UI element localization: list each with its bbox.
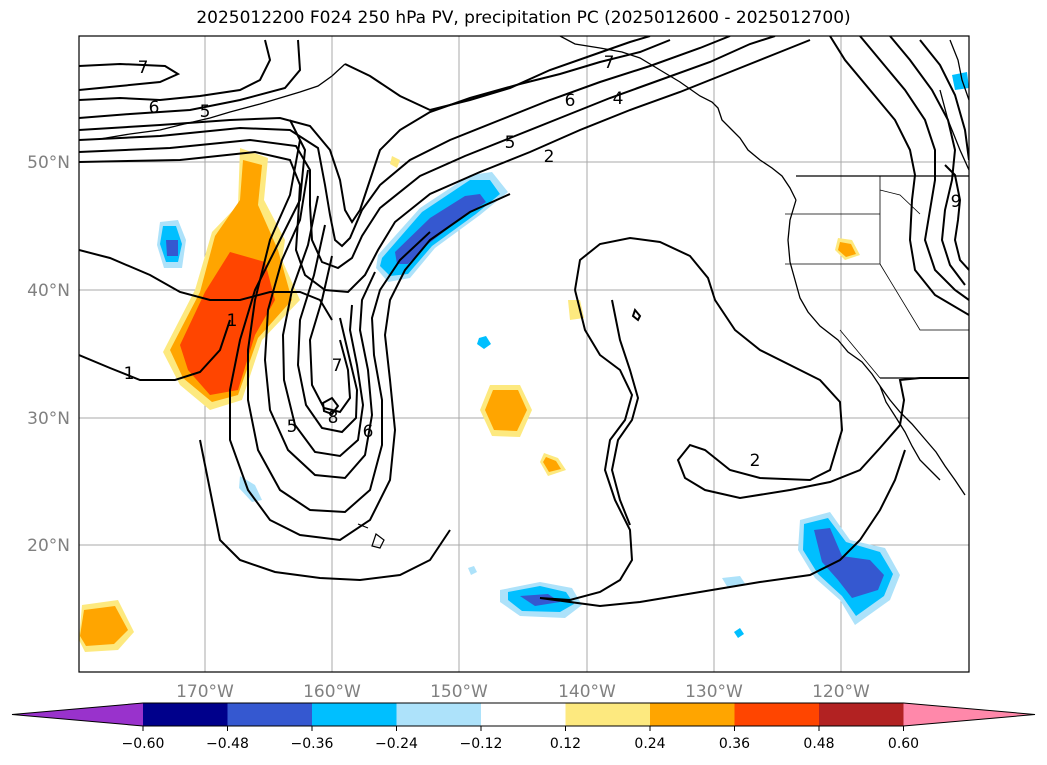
contour-label: 1 xyxy=(124,364,135,384)
contour-label: 6 xyxy=(363,422,374,442)
baja xyxy=(879,385,941,481)
colorbar-extend-max xyxy=(903,703,1035,726)
lat-label: 40°N xyxy=(27,281,70,301)
contour-label: 2 xyxy=(750,451,761,471)
contour-label: 5 xyxy=(200,102,211,122)
colorbar-extend-min xyxy=(12,703,143,726)
lon-label: 130°W xyxy=(685,682,743,702)
lon-label: 160°W xyxy=(303,682,361,702)
lon-label: 140°W xyxy=(558,682,616,702)
precip-blob-warm-small2 xyxy=(568,300,584,320)
contour-label: 9 xyxy=(951,192,962,212)
contour-label: 7 xyxy=(138,58,149,78)
pv-contours xyxy=(79,36,969,608)
positive-precip-anomaly xyxy=(79,148,860,652)
colorbar-tick-label: 0.24 xyxy=(634,736,665,752)
plot-area: 7 6 5 7 6 4 5 2 1 1 7 8 5 6 2 9 xyxy=(79,36,969,672)
contour-label: 2 xyxy=(544,147,555,167)
colorbar-tick-label: −0.60 xyxy=(122,736,165,752)
colorbar-tick-label: −0.36 xyxy=(291,736,334,752)
lat-label: 30°N xyxy=(27,409,70,429)
colorbar-tick-label: −0.12 xyxy=(460,736,503,752)
colorbar-tick-label: 0.48 xyxy=(803,736,834,752)
plot-frame xyxy=(78,35,970,673)
contour-7-north xyxy=(79,62,181,91)
contour-5-north xyxy=(79,39,302,119)
lon-label: 150°W xyxy=(430,682,488,702)
contour-5-trough xyxy=(281,195,365,458)
state-lines xyxy=(785,176,969,379)
colorbar-segment xyxy=(481,703,566,726)
colorbar: −0.60 −0.48 −0.36 −0.24 −0.12 0.12 0.24 0.36 0.4… xyxy=(11,702,1036,752)
contour-labels: 7 6 5 7 6 4 5 2 1 1 7 8 5 6 2 9 xyxy=(124,53,962,471)
contour-label: 7 xyxy=(604,53,615,73)
contour-2-central xyxy=(574,236,969,500)
colorbar-tick-label: −0.48 xyxy=(206,736,249,752)
contour-label: 1 xyxy=(227,311,238,331)
contour-label: 6 xyxy=(149,98,160,118)
contour-1-west xyxy=(79,249,333,321)
colorbar-segment xyxy=(143,703,228,726)
colorbar-segment xyxy=(565,703,651,726)
contour-6-trough xyxy=(296,224,359,434)
coastlines xyxy=(99,36,969,549)
west-coast-canada xyxy=(939,39,969,171)
lat-labels: 50°N 40°N 30°N 20°N xyxy=(27,153,70,556)
lon-labels: 170°W 160°W 150°W 140°W 130°W 120°W xyxy=(176,682,870,702)
contour-label: 4 xyxy=(613,89,624,109)
contour-8-trough xyxy=(321,396,340,416)
aleutians xyxy=(99,63,346,140)
west-coast xyxy=(787,199,966,496)
colorbar-segment xyxy=(312,703,397,726)
colorbar-segment xyxy=(227,703,313,726)
contour-label: 6 xyxy=(565,91,576,111)
map-title: 2025012200 F024 250 hPa PV, precipitatio… xyxy=(196,8,851,28)
contour-label: 7 xyxy=(332,356,343,376)
colorbar-segment xyxy=(819,703,904,726)
contour-label: 5 xyxy=(505,133,516,153)
colorbar-tick-label: 0.60 xyxy=(888,736,919,752)
contour-label: 8 xyxy=(328,408,339,428)
colorbar-segment xyxy=(650,703,735,726)
negative-precip-anomaly xyxy=(157,72,969,638)
contour-trough-outer xyxy=(229,119,511,542)
colorbar-segment xyxy=(396,703,482,726)
contour-6-north xyxy=(79,39,272,102)
colorbar-segment xyxy=(734,703,820,726)
hawaii xyxy=(357,523,385,549)
lat-label: 50°N xyxy=(27,153,70,173)
lat-label: 20°N xyxy=(27,536,70,556)
contour-label: 5 xyxy=(287,417,298,437)
colorbar-tick-label: 0.12 xyxy=(550,736,581,752)
lon-label: 120°W xyxy=(812,682,870,702)
colorbar-tick-label: −0.24 xyxy=(375,736,418,752)
lon-label: 170°W xyxy=(176,682,234,702)
alaska-coast xyxy=(559,36,797,201)
colorbar-tick-label: 0.36 xyxy=(719,736,750,752)
